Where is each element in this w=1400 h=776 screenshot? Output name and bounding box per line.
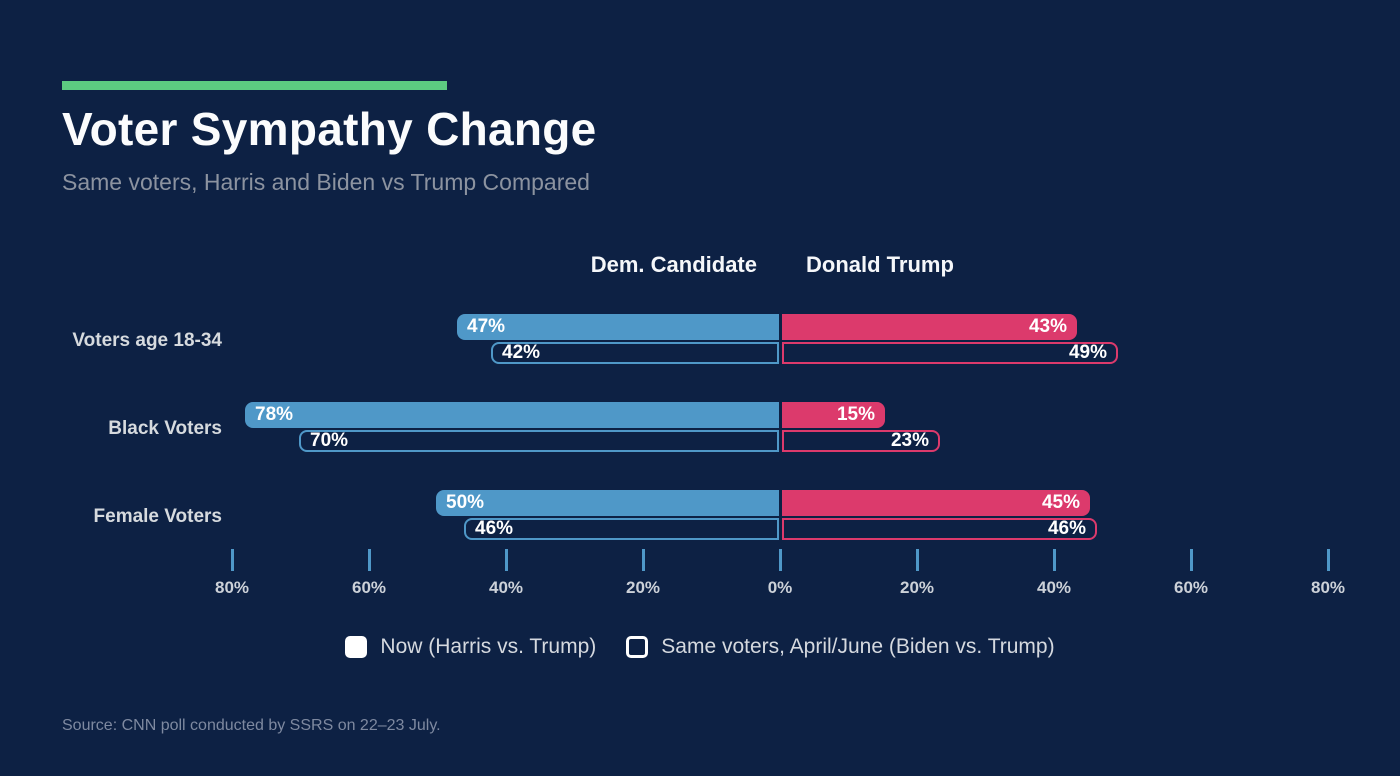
legend-label-before: Same voters, April/June (Biden vs. Trump… xyxy=(661,635,1055,658)
category-label-voters-18-34: Voters age 18-34 xyxy=(72,330,222,351)
bar-value-label: 50% xyxy=(446,492,485,513)
bar-dem-before-18-34: 42% xyxy=(491,342,779,364)
bar-trump-before-18-34: 49% xyxy=(782,342,1118,364)
legend-swatch-outlined-icon xyxy=(626,636,649,658)
legend-label-now: Now (Harris vs. Trump) xyxy=(380,635,597,658)
bar-value-label: 46% xyxy=(475,518,514,539)
legend-swatch-filled-icon xyxy=(345,636,368,658)
axis-tick-label: 60% xyxy=(351,578,387,597)
legend-item-now: Now (Harris vs. Trump) xyxy=(345,635,596,659)
accent-bar xyxy=(62,81,447,90)
chart-subtitle: Same voters, Harris and Biden vs Trump C… xyxy=(62,169,590,195)
axis-tick xyxy=(231,549,234,571)
bar-trump-before-black: 23% xyxy=(782,430,940,452)
bar-value-label: 47% xyxy=(467,316,506,337)
axis-tick-label: 80% xyxy=(214,578,250,597)
source-note: Source: CNN poll conducted by SSRS on 22… xyxy=(62,717,441,734)
bar-trump-now-black: 15% xyxy=(782,402,885,428)
bar-value-label: 45% xyxy=(1041,492,1080,513)
bar-value-label: 15% xyxy=(836,404,875,425)
axis-tick-label: 80% xyxy=(1310,578,1346,597)
bar-dem-before-female: 46% xyxy=(464,518,779,540)
axis-tick xyxy=(1327,549,1330,571)
bar-value-label: 78% xyxy=(255,404,294,425)
bar-trump-now-female: 45% xyxy=(782,490,1090,516)
bar-dem-now-female: 50% xyxy=(436,490,779,516)
axis-tick xyxy=(916,549,919,571)
axis-tick-label: 60% xyxy=(1173,578,1209,597)
bar-trump-now-18-34: 43% xyxy=(782,314,1077,340)
axis-tick xyxy=(505,549,508,571)
bar-value-label: 23% xyxy=(890,430,929,451)
bar-value-label: 46% xyxy=(1047,518,1086,539)
category-label-black-voters: Black Voters xyxy=(108,418,222,439)
axis-tick-label: 20% xyxy=(899,578,935,597)
axis-tick xyxy=(642,549,645,571)
bar-value-label: 42% xyxy=(502,342,541,363)
bar-dem-before-black: 70% xyxy=(299,430,779,452)
column-header-dem-candidate: Dem. Candidate xyxy=(590,252,757,277)
category-label-female-voters: Female Voters xyxy=(93,506,222,527)
axis-tick xyxy=(1053,549,1056,571)
legend-item-before: Same voters, April/June (Biden vs. Trump… xyxy=(626,635,1055,659)
axis-tick-label: 40% xyxy=(1036,578,1072,597)
axis-tick xyxy=(779,549,782,571)
axis-tick-label: 20% xyxy=(625,578,661,597)
bar-dem-now-black: 78% xyxy=(245,402,779,428)
legend: Now (Harris vs. Trump) Same voters, Apri… xyxy=(0,635,1400,659)
column-header-donald-trump: Donald Trump xyxy=(806,252,954,277)
axis-tick-label: 0% xyxy=(767,578,793,597)
bar-value-label: 49% xyxy=(1068,342,1107,363)
bar-value-label: 70% xyxy=(310,430,349,451)
axis-tick xyxy=(1190,549,1193,571)
chart-title: Voter Sympathy Change xyxy=(62,103,597,155)
bar-dem-now-18-34: 47% xyxy=(457,314,779,340)
axis-tick xyxy=(368,549,371,571)
axis-tick-label: 40% xyxy=(488,578,524,597)
bar-trump-before-female: 46% xyxy=(782,518,1097,540)
bar-value-label: 43% xyxy=(1028,316,1067,337)
